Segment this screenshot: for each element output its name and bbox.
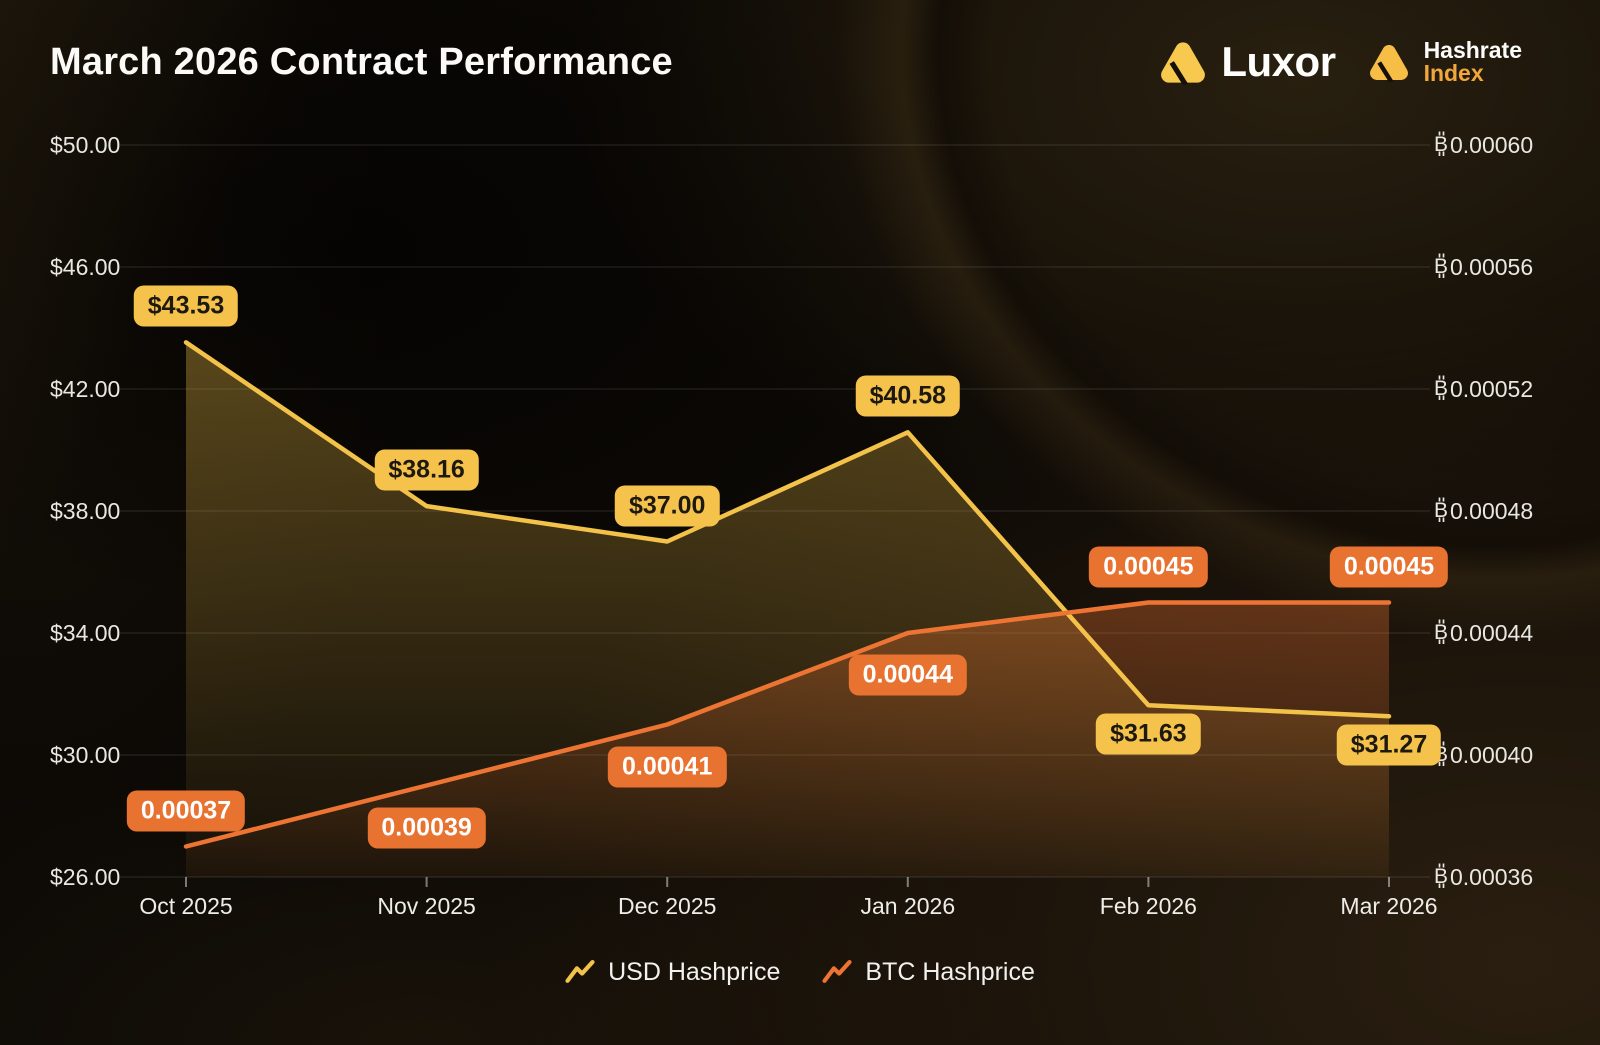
y-axis-label-right-0: B 0.00060 <box>1434 131 1534 158</box>
usd-hashprice-data-label-3: $40.58 <box>855 375 961 417</box>
btc-hashprice-data-label-4: 0.00045 <box>1089 546 1208 587</box>
legend-item-usd: USD Hashprice <box>565 958 780 987</box>
usd-hashprice-data-label-4: $31.63 <box>1096 713 1201 755</box>
legend-item-btc: BTC Hashprice <box>822 958 1035 987</box>
header: March 2026 Contract Performance Luxor Ha… <box>50 38 1522 86</box>
svg-text:B: B <box>1434 865 1448 888</box>
y-axis-label-right-5: B 0.00040 <box>1434 741 1534 768</box>
btc-hashprice-area-fill <box>186 602 1389 877</box>
hashrate-index-logo-text: Hashrate Index <box>1424 39 1522 85</box>
usd-hashprice-data-label-0: $43.53 <box>133 285 239 327</box>
y-axis-label-right-6: B 0.00036 <box>1434 863 1534 890</box>
index-text: Index <box>1423 60 1484 86</box>
btc-symbol-icon: B <box>1434 863 1448 888</box>
usd-hashprice-data-label-5: $31.27 <box>1336 724 1442 766</box>
svg-text:B: B <box>1434 133 1448 156</box>
luxor-logo-icon <box>1161 41 1206 85</box>
legend-label-btc: BTC Hashprice <box>865 958 1035 986</box>
x-axis-label-2: Dec 2025 <box>617 893 717 919</box>
btc-symbol-icon: B <box>1434 375 1448 400</box>
btc-line-icon <box>822 960 852 983</box>
usd-hashprice-data-label-2: $37.00 <box>614 485 720 526</box>
luxor-logo-text: Luxor <box>1221 38 1336 85</box>
btc-symbol-icon: B <box>1434 619 1448 644</box>
btc-hashprice-line <box>183 600 1392 849</box>
x-axis-label-5: Mar 2026 <box>1340 893 1438 919</box>
legend: USD Hashprice BTC Hashprice <box>0 958 1600 987</box>
svg-text:B: B <box>1434 621 1448 644</box>
usd-hashprice-data-label-1: $38.16 <box>374 449 479 491</box>
svg-text:B: B <box>1434 499 1448 522</box>
x-axis-label-0: Oct 2025 <box>139 893 233 919</box>
y-axis-label-right-1: B 0.00056 <box>1434 253 1534 280</box>
hashrate-text: Hashrate <box>1423 37 1522 63</box>
svg-text:B: B <box>1434 255 1448 278</box>
y-axis-label-left-4: $34.00 <box>50 620 121 646</box>
logo-lockup: Luxor Hashrate Index <box>1159 38 1522 86</box>
btc-hashprice-data-label-3: 0.00044 <box>848 654 967 696</box>
btc-hashprice-data-label-2: 0.00041 <box>608 746 727 787</box>
y-axis-label-left-2: $42.00 <box>50 376 121 402</box>
y-axis-label-left-3: $38.00 <box>50 498 121 524</box>
y-axis-label-left-0: $50.00 <box>50 132 121 158</box>
btc-symbol-icon: B <box>1434 131 1448 156</box>
y-axis-label-left-5: $30.00 <box>50 742 121 768</box>
y-axis-label-left-6: $26.00 <box>50 864 121 890</box>
y-axis-label-left-1: $46.00 <box>50 254 121 280</box>
y-axis-label-right-3: B 0.00048 <box>1434 497 1534 524</box>
btc-hashprice-data-label-5: 0.00045 <box>1329 546 1449 587</box>
hashrate-index-logo-icon <box>1369 44 1408 82</box>
page-title: March 2026 Contract Performance <box>50 40 673 83</box>
x-axis-label-4: Feb 2026 <box>1099 893 1197 919</box>
svg-text:B: B <box>1434 377 1448 400</box>
y-axis-label-right-2: B 0.00052 <box>1434 375 1534 402</box>
legend-label-usd: USD Hashprice <box>608 958 781 986</box>
btc-hashprice-data-label-1: 0.00039 <box>367 807 486 848</box>
y-axis-label-right-4: B 0.00044 <box>1434 619 1534 646</box>
btc-hashprice-data-label-0: 0.00037 <box>126 790 246 831</box>
btc-symbol-icon: B <box>1434 253 1448 278</box>
x-axis-label-3: Jan 2026 <box>860 893 956 919</box>
btc-symbol-icon: B <box>1434 497 1448 522</box>
x-axis-label-1: Nov 2025 <box>377 893 476 919</box>
usd-line-icon <box>565 960 595 983</box>
